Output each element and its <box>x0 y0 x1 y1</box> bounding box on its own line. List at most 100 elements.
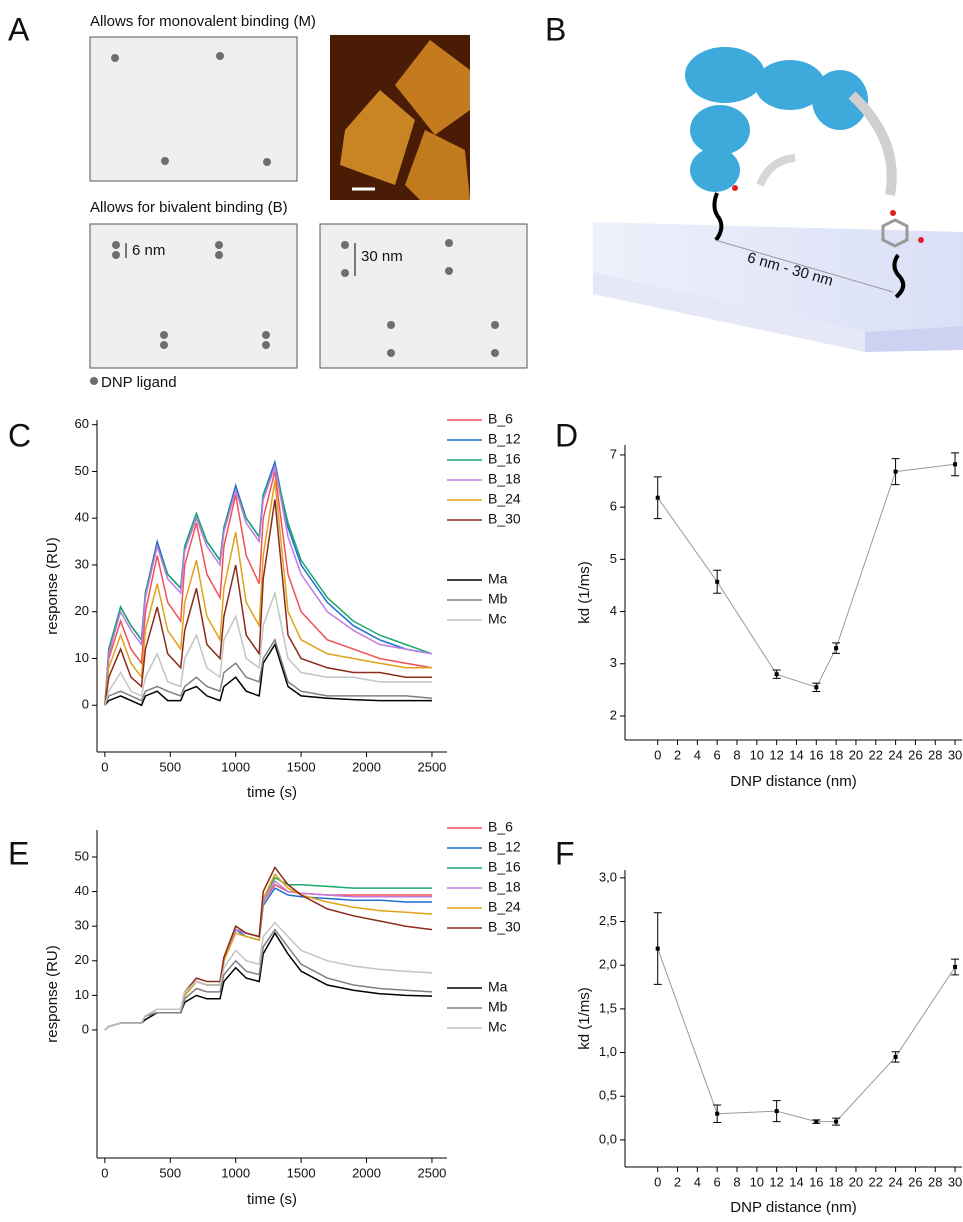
y-tick-label: 0 <box>82 697 89 712</box>
legend-label: DNP ligand <box>101 374 177 391</box>
x-tick-label: 18 <box>829 747 843 762</box>
data-point <box>953 462 958 467</box>
dnp <box>732 185 924 248</box>
panel-label: F <box>555 835 575 871</box>
x-tick-label: 8 <box>733 1174 740 1189</box>
data-point <box>893 469 898 474</box>
series-line <box>104 590 432 706</box>
x-tick-label: 1500 <box>287 759 316 774</box>
x-tick-label: 1000 <box>221 1165 250 1180</box>
x-axis-label: DNP distance (nm) <box>730 773 856 790</box>
x-tick-label: 500 <box>159 1165 181 1180</box>
panel-label: B <box>545 11 566 47</box>
data-point <box>774 672 779 677</box>
afm-image <box>330 35 470 200</box>
series-line <box>104 464 433 706</box>
series-line <box>104 642 432 707</box>
y-axis-label: response (RU) <box>44 537 61 635</box>
y-tick-label: 3 <box>610 655 617 670</box>
x-tick-label: 1500 <box>287 1165 316 1180</box>
y-tick-label: 20 <box>75 952 89 967</box>
x-tick-label: 24 <box>888 1174 902 1189</box>
legend-label: Mb <box>488 999 508 1015</box>
heading: Allows for monovalent binding (M) <box>90 13 316 30</box>
x-tick-label: 2 <box>674 1174 681 1189</box>
y-tick-label: 50 <box>75 463 89 478</box>
legend-label: B_12 <box>488 431 521 447</box>
panel-b: 6 nm - 30 nm <box>593 47 963 352</box>
origami-sheet <box>89 223 298 369</box>
legend-label: B_24 <box>488 899 521 915</box>
y-tick-label: 3,0 <box>599 869 617 884</box>
y-axis-label: kd (1/ms) <box>576 987 593 1050</box>
y-tick-label: 0,0 <box>599 1131 617 1146</box>
data-point <box>774 1109 779 1114</box>
series-line <box>104 480 432 706</box>
y-tick-label: 30 <box>75 556 89 571</box>
legend-label: B_18 <box>488 879 521 895</box>
data-point <box>814 685 819 690</box>
surface-edge <box>865 326 963 352</box>
x-tick-label: 0 <box>654 747 661 762</box>
ligands <box>111 52 271 166</box>
x-tick-label: 2 <box>674 747 681 762</box>
series-line <box>104 880 432 1031</box>
y-tick-label: 1,0 <box>599 1044 617 1059</box>
x-tick-label: 16 <box>809 747 823 762</box>
data-point <box>834 1119 839 1124</box>
x-tick-label: 24 <box>888 747 902 762</box>
x-tick-label: 14 <box>789 1174 803 1189</box>
x-tick-label: 20 <box>849 747 863 762</box>
data-point <box>655 495 660 500</box>
panel-label: D <box>555 417 578 453</box>
arrow <box>848 91 897 196</box>
x-tick-label: 12 <box>769 1174 783 1189</box>
x-tick-label: 18 <box>829 1174 843 1189</box>
y-tick-label: 7 <box>610 446 617 461</box>
series-line <box>104 499 432 706</box>
y-tick-label: 10 <box>75 650 89 665</box>
legend-label: Ma <box>488 571 508 587</box>
legend-label: B_30 <box>488 919 521 935</box>
legend-label: B_12 <box>488 839 521 855</box>
surface-edge <box>593 272 865 352</box>
panel-label: E <box>8 835 29 871</box>
x-tick-label: 26 <box>908 1174 922 1189</box>
x-axis-label: time (s) <box>247 1191 297 1208</box>
x-tick-label: 30 <box>948 747 962 762</box>
x-axis-label: DNP distance (nm) <box>730 1199 856 1216</box>
data-point <box>893 1054 898 1059</box>
y-axis-label: kd (1/ms) <box>576 561 593 624</box>
origami-sheet <box>319 223 528 369</box>
y-tick-label: 50 <box>75 848 89 863</box>
surface <box>593 222 963 332</box>
spacing-label: 6 nm <box>132 242 165 259</box>
x-tick-label: 22 <box>869 1174 883 1189</box>
y-tick-label: 2 <box>610 707 617 722</box>
y-tick-label: 40 <box>75 883 89 898</box>
y-tick-label: 0 <box>82 1021 89 1036</box>
y-tick-label: 2,0 <box>599 957 617 972</box>
x-tick-label: 8 <box>733 747 740 762</box>
series-line <box>104 471 433 706</box>
series-line <box>104 931 433 1031</box>
x-tick-label: 4 <box>694 747 701 762</box>
legend-label: Ma <box>488 979 508 995</box>
x-tick-label: 2000 <box>352 1165 381 1180</box>
legend-label: B_24 <box>488 491 521 507</box>
x-tick-label: 0 <box>101 1165 108 1180</box>
x-tick-label: 22 <box>869 747 883 762</box>
arrow <box>756 154 796 187</box>
series-line <box>104 921 433 1031</box>
y-tick-label: 30 <box>75 918 89 933</box>
legend-label: B_6 <box>488 411 513 427</box>
spacing-label: 30 nm <box>361 248 403 265</box>
legend-label: B_30 <box>488 511 521 527</box>
x-tick-label: 26 <box>908 747 922 762</box>
y-tick-label: 2,5 <box>599 913 617 928</box>
series-line <box>104 883 432 1031</box>
data-point <box>715 579 720 584</box>
x-tick-label: 0 <box>654 1174 661 1189</box>
legend-label: B_18 <box>488 471 521 487</box>
